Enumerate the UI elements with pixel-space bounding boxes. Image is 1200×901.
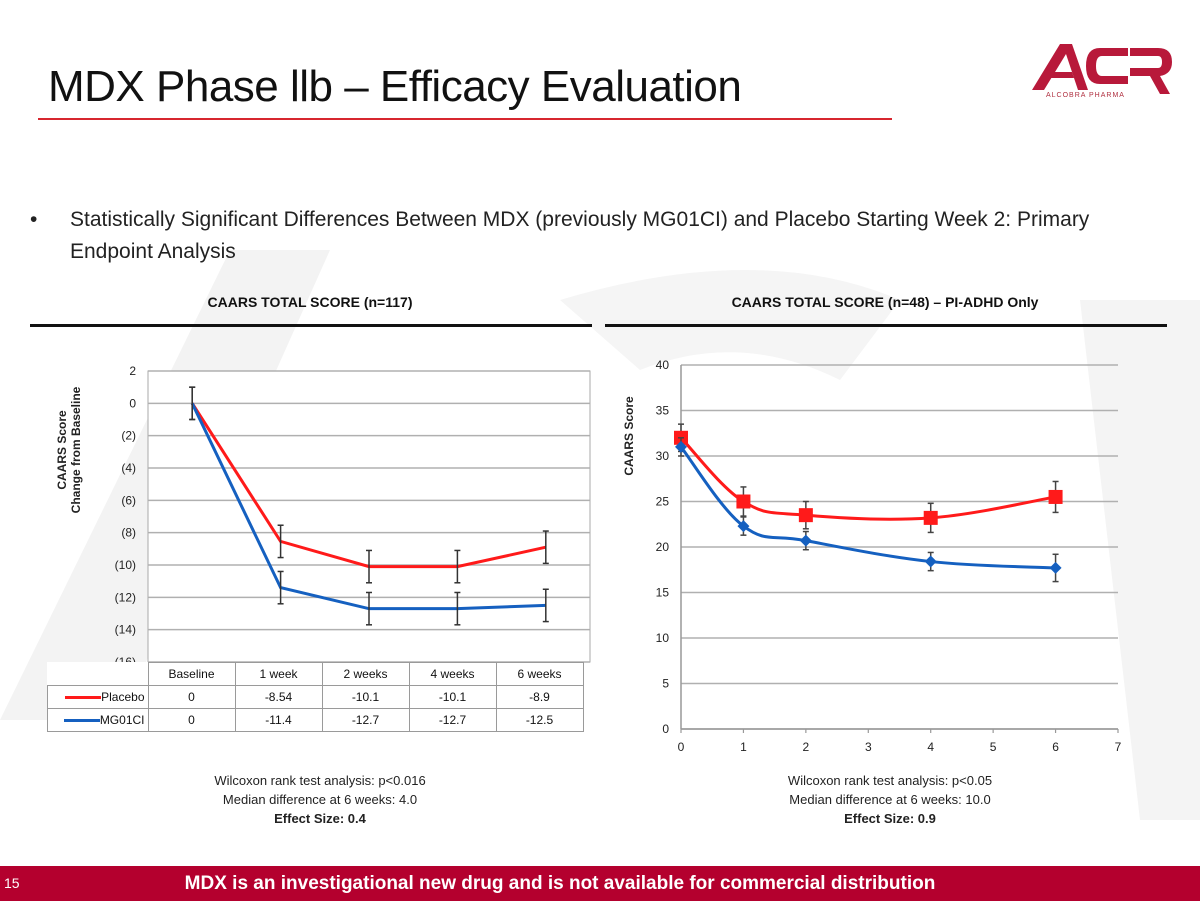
y-tick-label: 2	[129, 364, 136, 378]
x-tick-label: 5	[990, 740, 997, 754]
table-cell: -12.7	[321, 708, 410, 732]
table-cell: -12.5	[495, 708, 584, 732]
table-cell: 0	[147, 685, 236, 709]
title-underline	[38, 118, 892, 120]
y-tick-label: 30	[656, 449, 670, 463]
slide-title: MDX Phase llb – Efficacy Evaluation	[48, 62, 742, 111]
y-axis-title: CAARS Score	[622, 396, 636, 476]
table-row: Placebo 0 -8.54 -10.1 -10.1 -8.9	[47, 685, 584, 709]
right-note-wilcoxon: Wilcoxon rank test analysis: p<0.05	[787, 773, 993, 788]
data-point-square	[1048, 489, 1063, 504]
left-note-effect: Effect Size: 0.4	[274, 811, 366, 826]
footer-bar: 15 MDX is an investigational new drug an…	[0, 866, 1200, 901]
y-tick-label: 0	[662, 722, 669, 736]
y-tick-label: (4)	[121, 461, 136, 475]
y-tick-label: 0	[129, 396, 136, 410]
right-note-median: Median difference at 6 weeks: 10.0	[789, 792, 991, 807]
left-note-wilcoxon: Wilcoxon rank test analysis: p<0.016	[214, 773, 426, 788]
table-cell: -8.54	[234, 685, 323, 709]
left-title-rule	[30, 324, 592, 327]
y-axis-title: CAARS ScoreChange from Baseline	[55, 386, 83, 513]
data-point-diamond	[799, 534, 812, 547]
series-line-placebo	[679, 436, 1056, 521]
row-label: Placebo	[101, 690, 145, 704]
row-label: MG01CI	[99, 713, 145, 727]
y-tick-label: 15	[656, 586, 670, 600]
y-tick-label: 35	[656, 404, 670, 418]
y-tick-label: (14)	[115, 623, 136, 637]
table-cell: -10.1	[321, 685, 410, 709]
left-note-median: Median difference at 6 weeks: 4.0	[222, 792, 418, 807]
right-note-effect: Effect Size: 0.9	[844, 811, 936, 826]
data-point-square	[923, 510, 938, 525]
placebo-legend-line	[65, 696, 102, 700]
y-axis-title-line: CAARS Score	[55, 410, 69, 490]
table-cell: -8.9	[495, 685, 584, 709]
data-point-square	[736, 494, 751, 509]
left-stats-notes: Wilcoxon rank test analysis: p<0.016 Med…	[140, 771, 500, 828]
table-cell: -11.4	[234, 708, 323, 732]
table-header: Baseline	[147, 662, 236, 686]
bullet-text: Statistically Significant Differences Be…	[70, 208, 1090, 263]
bullet-icon: •	[30, 208, 38, 231]
data-point-diamond	[1049, 561, 1062, 574]
y-tick-label: (12)	[115, 590, 136, 604]
logo-subtext: ALCOBRA PHARMA	[1046, 92, 1125, 99]
x-tick-label: 7	[1115, 740, 1122, 754]
x-tick-label: 2	[803, 740, 810, 754]
footer-disclaimer: MDX is an investigational new drug and i…	[184, 873, 936, 894]
y-tick-label: 25	[656, 495, 670, 509]
x-tick-label: 1	[740, 740, 747, 754]
data-point-square	[798, 508, 813, 523]
table-row: MG01CI 0 -11.4 -12.7 -12.7 -12.5	[47, 708, 584, 732]
y-axis-title-line: Change from Baseline	[69, 386, 83, 513]
y-tick-label: (10)	[115, 558, 136, 572]
left-data-table: Baseline 1 week 2 weeks 4 weeks 6 weeks …	[47, 662, 584, 732]
table-header: 4 weeks	[408, 662, 497, 686]
legend-placebo: Placebo	[47, 685, 149, 709]
y-tick-label: 5	[662, 677, 669, 691]
legend-mg01ci: MG01CI	[47, 708, 149, 732]
x-tick-label: 3	[865, 740, 872, 754]
right-title-rule	[605, 324, 1167, 327]
table-header-row: Baseline 1 week 2 weeks 4 weeks 6 weeks	[48, 662, 584, 686]
x-tick-label: 0	[678, 740, 685, 754]
table-cell: 0	[147, 708, 236, 732]
table-cell: -10.1	[408, 685, 497, 709]
mg01ci-legend-line	[63, 719, 100, 723]
data-point-diamond	[675, 440, 687, 453]
y-tick-label: 10	[656, 631, 670, 645]
table-cell: -12.7	[408, 708, 497, 732]
acr-logo	[1032, 44, 1172, 94]
x-tick-label: 6	[1052, 740, 1059, 754]
table-header: 6 weeks	[495, 662, 584, 686]
table-header: 1 week	[234, 662, 323, 686]
y-tick-label: (6)	[121, 493, 136, 507]
series-line-mdx	[679, 445, 1056, 570]
data-point-diamond	[737, 520, 750, 533]
right-chart-title: CAARS TOTAL SCORE (n=48) – PI-ADHD Only	[731, 294, 1039, 310]
y-tick-label: (2)	[121, 429, 136, 443]
data-point-diamond	[924, 555, 937, 568]
table-header: 2 weeks	[321, 662, 410, 686]
x-tick-label: 4	[927, 740, 934, 754]
y-tick-label: 40	[656, 358, 670, 372]
left-chart-title: CAARS TOTAL SCORE (n=117)	[207, 294, 413, 310]
y-tick-label: 20	[656, 540, 670, 554]
page-number: 15	[4, 875, 20, 891]
y-tick-label: (8)	[121, 526, 136, 540]
right-stats-notes: Wilcoxon rank test analysis: p<0.05 Medi…	[710, 771, 1070, 828]
